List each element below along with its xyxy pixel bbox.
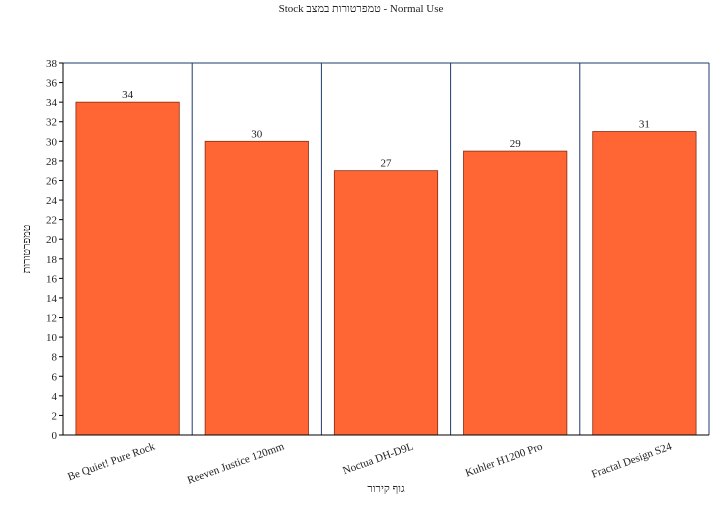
- data-label: 27: [381, 158, 393, 170]
- data-label: 30: [251, 128, 263, 140]
- y-tick-label: 36: [46, 78, 58, 90]
- y-tick-label: 22: [46, 215, 57, 227]
- y-tick-label: 14: [46, 293, 58, 305]
- y-tick-label: 0: [52, 430, 58, 442]
- y-tick-label: 18: [46, 254, 58, 266]
- x-tick-label: Kuhler H1200 Pro: [464, 440, 545, 479]
- y-tick-label: 28: [46, 156, 58, 168]
- bar: [204, 140, 309, 436]
- y-tick-label: 8: [52, 352, 58, 364]
- data-label: 34: [122, 89, 134, 101]
- y-tick-label: 6: [52, 371, 58, 383]
- chart-title: Stock טמפרטורות במצב - Normal Use: [279, 3, 444, 15]
- y-tick-label: 24: [46, 195, 58, 207]
- y-tick-label: 38: [46, 58, 58, 70]
- data-label: 31: [639, 119, 650, 131]
- y-tick-label: 32: [46, 117, 57, 129]
- x-axis-label: גוף קירור: [367, 483, 405, 495]
- y-tick-label: 2: [52, 410, 58, 422]
- y-tick-label: 10: [46, 332, 58, 344]
- x-tick-label: Reeven Justice 120mm: [186, 440, 286, 486]
- x-tick-label: Be Quiet! Pure Rock: [66, 440, 157, 483]
- x-tick-label: Fractal Design S24: [590, 440, 674, 480]
- y-tick-label: 30: [46, 136, 58, 148]
- y-tick-label: 20: [46, 234, 58, 246]
- bar: [75, 101, 180, 436]
- bar: [592, 131, 697, 436]
- bar: [463, 150, 568, 436]
- y-axis-label: טמפרטורות: [21, 224, 33, 273]
- y-tick-label: 12: [46, 313, 57, 325]
- y-tick-label: 4: [52, 391, 58, 403]
- bar: [333, 170, 439, 436]
- y-tick-label: 16: [46, 273, 58, 285]
- y-tick-label: 26: [46, 175, 58, 187]
- y-tick-label: 34: [46, 97, 58, 109]
- data-label: 29: [510, 138, 522, 150]
- x-tick-label: Noctua DH-D9L: [341, 440, 415, 477]
